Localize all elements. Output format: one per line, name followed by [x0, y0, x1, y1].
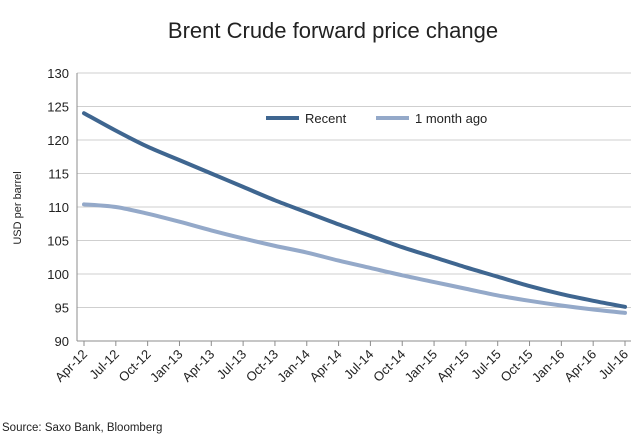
axes	[76, 73, 631, 346]
x-tick-Jul-12: Jul-12	[86, 347, 122, 383]
x-tick-labels: Apr-12Jul-12Oct-12Jan-13Apr-13Jul-13Oct-…	[52, 347, 631, 386]
x-tick-Jan-16: Jan-16	[529, 347, 568, 386]
x-tick-Jul-16: Jul-16	[595, 347, 631, 383]
y-tick-105: 105	[47, 234, 69, 249]
y-tick-120: 120	[47, 133, 69, 148]
y-axis-label: USD per barrel	[12, 171, 24, 244]
series-line-1-month-ago	[82, 202, 627, 315]
x-tick-Jul-13: Jul-13	[214, 347, 250, 383]
y-tick-115: 115	[48, 167, 69, 182]
chart-title: Brent Crude forward price change	[168, 18, 498, 43]
x-tick-Oct-14: Oct-14	[370, 347, 408, 385]
x-tick-Apr-12: Apr-12	[52, 347, 90, 385]
grid-lines	[77, 72, 631, 342]
y-tick-100: 100	[47, 267, 69, 282]
y-tick-labels: 90 95 100 105 110 115 120 125 130	[47, 66, 69, 349]
x-tick-Jan-14: Jan-14	[274, 347, 313, 386]
x-tick-Jul-15: Jul-15	[468, 347, 504, 383]
x-tick-Apr-13: Apr-13	[179, 347, 217, 385]
x-tick-Apr-16: Apr-16	[561, 347, 599, 385]
y-tick-90: 90	[55, 334, 69, 349]
y-tick-125: 125	[47, 100, 69, 115]
x-tick-Oct-12: Oct-12	[116, 347, 154, 385]
x-tick-Jul-14: Jul-14	[341, 347, 377, 383]
series-line-recent	[82, 111, 627, 309]
series-lines	[82, 111, 627, 315]
y-tick-95: 95	[55, 301, 69, 316]
x-tick-Jan-13: Jan-13	[147, 347, 186, 386]
x-tick-Jan-15: Jan-15	[401, 347, 440, 386]
legend-label-recent: Recent	[305, 111, 347, 126]
x-tick-Oct-13: Oct-13	[243, 347, 281, 385]
source-note: Source: Saxo Bank, Bloomberg	[2, 422, 162, 434]
x-tick-Oct-15: Oct-15	[497, 347, 535, 385]
y-tick-110: 110	[48, 200, 69, 215]
legend: Recent 1 month ago	[266, 111, 487, 126]
y-tick-130: 130	[47, 66, 69, 81]
x-tick-Apr-15: Apr-15	[434, 347, 472, 385]
legend-label-1-month-ago: 1 month ago	[415, 111, 487, 126]
x-tick-Apr-14: Apr-14	[307, 347, 345, 385]
